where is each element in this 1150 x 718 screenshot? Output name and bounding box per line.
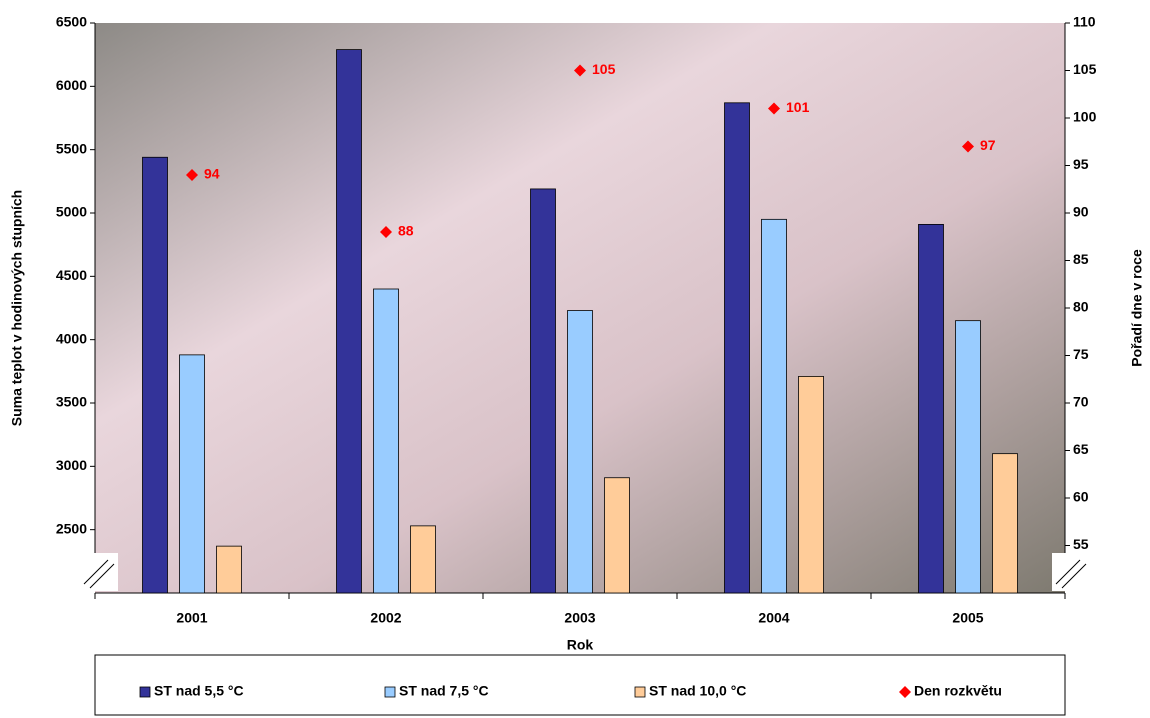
x-tick-label: 2004 xyxy=(758,610,789,626)
y-axis-label: Suma teplot v hodinových stupních xyxy=(9,190,25,426)
y-tick-label: 6000 xyxy=(56,77,87,93)
x-tick-label: 2001 xyxy=(176,610,207,626)
bar xyxy=(956,321,981,593)
data-label: 101 xyxy=(786,99,810,115)
bar xyxy=(725,103,750,593)
y2-tick-label: 70 xyxy=(1073,394,1089,410)
x-tick-label: 2005 xyxy=(952,610,983,626)
y2-tick-label: 100 xyxy=(1073,109,1097,125)
x-axis-label: Rok xyxy=(567,637,594,653)
y-tick-label: 6500 xyxy=(56,14,87,30)
bar xyxy=(919,224,944,593)
y-tick-label: 5500 xyxy=(56,140,87,156)
y-tick-label: 3000 xyxy=(56,457,87,473)
bar xyxy=(217,546,242,593)
x-tick-label: 2003 xyxy=(564,610,595,626)
y2-axis-label: Pořadí dne v roce xyxy=(1129,249,1145,367)
legend-marker xyxy=(385,687,395,697)
bar xyxy=(180,355,205,593)
x-tick-label: 2002 xyxy=(370,610,401,626)
bar xyxy=(374,289,399,593)
bar xyxy=(337,50,362,593)
bar xyxy=(143,157,168,593)
data-label: 97 xyxy=(980,137,996,153)
y2-tick-label: 75 xyxy=(1073,346,1089,362)
legend-marker xyxy=(140,687,150,697)
bar xyxy=(531,189,556,593)
legend-label: ST nad 10,0 °C xyxy=(649,683,746,699)
y2-tick-label: 105 xyxy=(1073,61,1097,77)
bar xyxy=(411,526,436,593)
legend-label: ST nad 7,5 °C xyxy=(399,683,489,699)
data-label: 105 xyxy=(592,61,616,77)
y-tick-label: 5000 xyxy=(56,204,87,220)
legend-label: Den rozkvětu xyxy=(914,683,1002,699)
y-tick-label: 2500 xyxy=(56,520,87,536)
bar xyxy=(568,311,593,593)
data-label: 88 xyxy=(398,223,414,239)
bar xyxy=(799,376,824,593)
y2-tick-label: 90 xyxy=(1073,204,1089,220)
legend-marker xyxy=(635,687,645,697)
y2-tick-label: 55 xyxy=(1073,536,1089,552)
y-tick-label: 4500 xyxy=(56,267,87,283)
y2-tick-label: 80 xyxy=(1073,299,1089,315)
axis-break-left xyxy=(80,553,118,591)
y-tick-label: 4000 xyxy=(56,330,87,346)
data-label: 94 xyxy=(204,166,220,182)
axis-break-right xyxy=(1052,553,1090,591)
y-tick-label: 3500 xyxy=(56,394,87,410)
y2-tick-label: 110 xyxy=(1073,14,1096,30)
chart: Rok Suma teplot v hodinových stupních Po… xyxy=(0,0,1150,718)
legend-label: ST nad 5,5 °C xyxy=(154,683,244,699)
y2-tick-label: 65 xyxy=(1073,441,1089,457)
bar xyxy=(993,454,1018,593)
bar xyxy=(762,219,787,593)
y2-tick-label: 95 xyxy=(1073,156,1089,172)
y2-tick-label: 85 xyxy=(1073,251,1089,267)
y2-tick-label: 60 xyxy=(1073,489,1089,505)
bar xyxy=(605,478,630,593)
